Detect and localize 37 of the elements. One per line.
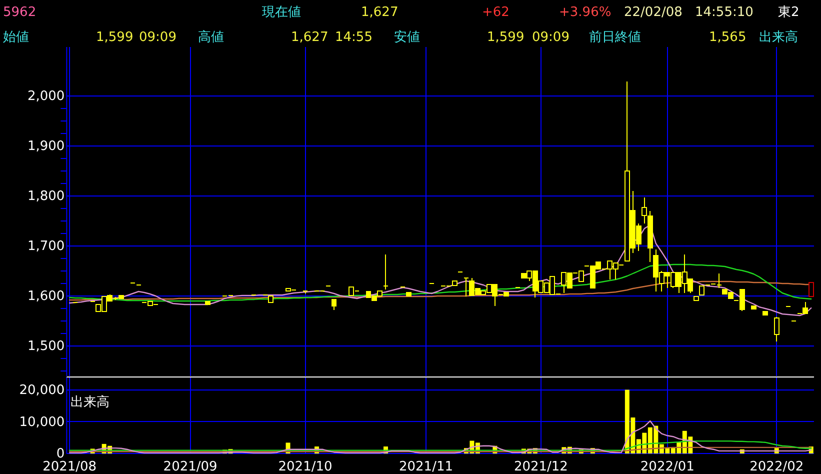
text: 1,627: [361, 5, 398, 20]
text: 14:55: [335, 30, 372, 45]
text: +62: [482, 5, 510, 20]
x-tick-label: 2021/09: [163, 460, 218, 474]
text: 出来高: [70, 394, 110, 410]
text: 安値: [394, 29, 420, 45]
text: 高値: [198, 29, 224, 45]
text: 09:09: [532, 30, 570, 45]
text: 始値: [3, 30, 29, 45]
text: 前日終値: [589, 30, 641, 45]
y-tick-label: 0: [56, 446, 65, 462]
y-tick-label: 1,800: [27, 189, 65, 204]
y-tick-label: 20,000: [19, 382, 65, 398]
text: 22/02/08: [624, 5, 682, 20]
x-tick-label: 2022/01: [640, 460, 694, 474]
x-tick-label: 2021/11: [398, 460, 453, 474]
text: 東2: [778, 5, 800, 20]
x-tick-label: 2022/02: [750, 460, 804, 474]
text: +3.96%: [559, 5, 612, 20]
x-tick-label: 2021/08: [42, 460, 97, 474]
text: 出来高: [759, 29, 798, 45]
y-tick-label: 1,500: [27, 339, 65, 354]
text: 1,565: [709, 30, 746, 45]
y-tick-label: 10,000: [19, 414, 65, 430]
text: 5962: [3, 5, 36, 20]
y-tick-label: 1,600: [27, 289, 65, 304]
y-tick-label: 2,000: [27, 89, 65, 104]
x-tick-label: 2021/12: [514, 460, 568, 474]
text: 09:09: [139, 30, 176, 45]
text: 現在値: [262, 5, 301, 20]
y-tick-label: 1,900: [27, 139, 65, 154]
text: 1,627: [291, 30, 328, 45]
text: 1,599: [487, 30, 524, 45]
y-tick-label: 1,700: [27, 239, 65, 254]
text: 1,599: [96, 30, 134, 45]
text: 14:55:10: [695, 5, 754, 20]
x-tick-label: 2021/10: [278, 460, 332, 474]
